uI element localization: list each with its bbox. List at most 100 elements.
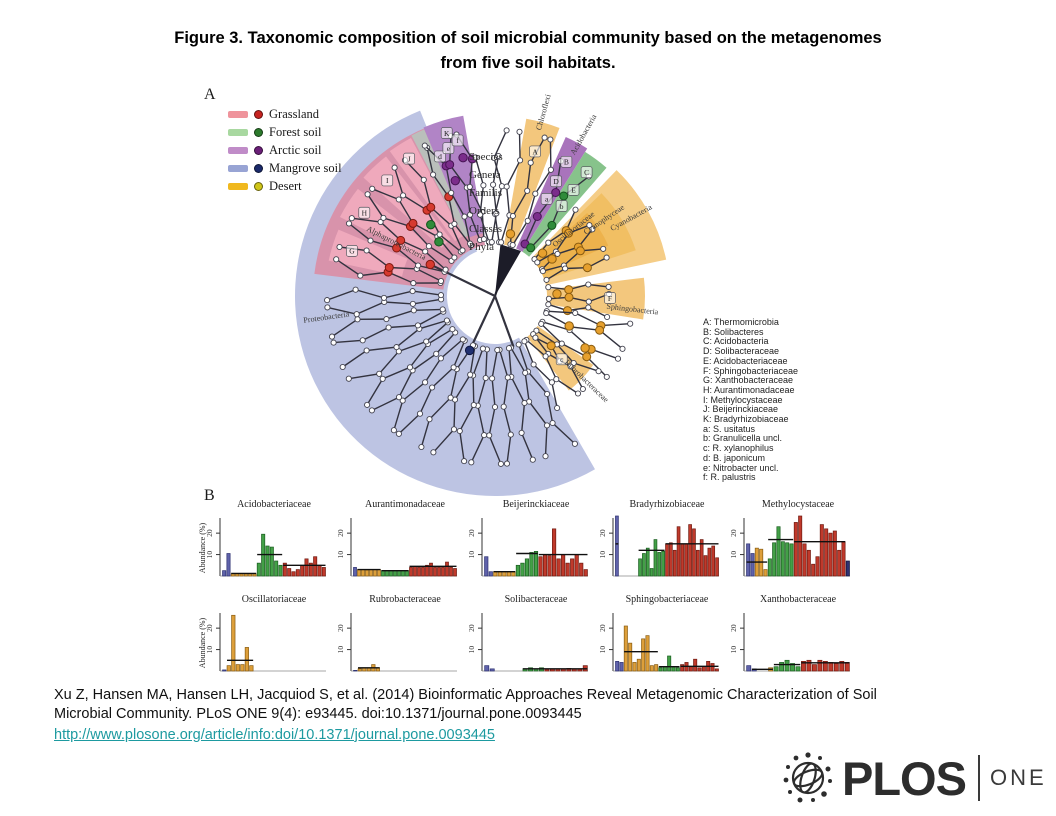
tree-node: [480, 236, 487, 243]
legend-item-mangrove-soil: Mangrove soil: [228, 161, 342, 176]
tree-node: [364, 401, 371, 408]
taxon-letter-D: D: [550, 175, 562, 188]
tree-node: [451, 220, 458, 227]
taxon-letter-b: b: [555, 200, 568, 212]
bar-chart-methylocystaceae: Methylocystaceae 10 20: [729, 499, 850, 577]
bar-chart-bradyrhizobiaceae: Bradyrhizobiaceae 10 20: [598, 499, 719, 577]
tree-node: [518, 429, 525, 436]
tree-node-orange: [575, 246, 585, 256]
bar: [291, 571, 296, 577]
key-entry: B: Solibacteres: [703, 326, 764, 337]
bar: [763, 569, 768, 577]
tree-node: [589, 226, 596, 233]
tree-node: [336, 243, 343, 251]
svg-text:C: C: [584, 168, 589, 177]
rank-label-familis: Familis: [469, 187, 502, 199]
tree-node: [470, 401, 477, 409]
tree-node-green: [526, 243, 536, 253]
legend-dot: [254, 164, 263, 173]
bar: [767, 558, 772, 577]
bar: [484, 665, 490, 672]
bar: [570, 558, 575, 577]
bar: [667, 655, 672, 672]
bar-chart-aurantimonadaceae: Aurantimonadaceae 10 20: [336, 499, 457, 577]
bar: [649, 568, 654, 577]
bar: [488, 571, 493, 577]
tree-node: [585, 298, 592, 305]
bar: [547, 555, 552, 577]
tree-node: [353, 311, 360, 318]
y-tick-label: 10: [729, 646, 738, 654]
taxon-letter-C: C: [580, 166, 593, 179]
bar: [542, 554, 548, 577]
tree-node: [472, 154, 479, 161]
tree-node: [542, 353, 549, 360]
tree-node: [395, 430, 402, 437]
tree-node: [369, 185, 376, 192]
bar: [684, 543, 689, 577]
tree-node: [363, 347, 370, 354]
tree-node: [527, 159, 534, 166]
tree-node-orange: [546, 341, 556, 351]
bar: [802, 543, 807, 577]
tree-node: [422, 379, 429, 386]
bar-chart-rubrobacteraceae: Rubrobacteraceae 10 20: [336, 594, 457, 672]
tree-node: [544, 390, 551, 398]
bar: [413, 566, 417, 577]
bar: [565, 562, 570, 577]
bar: [695, 549, 700, 577]
bar: [675, 667, 680, 672]
tree-node-orange: [564, 285, 574, 295]
citation: Xu Z, Hansen MA, Hansen LH, Jacquiod S, …: [54, 686, 989, 745]
tree-node: [571, 440, 578, 447]
y-tick-label: 10: [729, 551, 738, 559]
citation-link[interactable]: http://www.plosone.org/article/info:doi/…: [54, 726, 495, 743]
bar: [811, 664, 817, 672]
rank-label-orders: Orders: [469, 205, 499, 217]
bar: [817, 659, 823, 672]
bar: [697, 667, 702, 672]
svg-text:e: e: [447, 144, 451, 153]
bar: [815, 556, 820, 577]
bar: [484, 556, 489, 577]
tree-node-orange: [582, 352, 592, 362]
tree-node-purple: [445, 160, 455, 170]
bar: [248, 573, 253, 577]
bar: [806, 549, 811, 577]
tree-wedge-chloroflexi: [504, 118, 560, 248]
tree-node: [461, 213, 468, 220]
tree-node-navy: [464, 345, 475, 356]
bar: [397, 570, 401, 577]
tree-node: [345, 375, 352, 382]
bar: [409, 567, 413, 577]
tree-node: [447, 394, 454, 401]
tree-node: [521, 338, 528, 345]
bar: [252, 573, 257, 577]
tree-node: [509, 212, 516, 220]
panel-b-label: B: [204, 487, 215, 504]
y-tick-label: 20: [336, 529, 345, 537]
bar: [524, 558, 530, 577]
tree-node-orange: [537, 248, 548, 258]
taxon-letter-A: A: [529, 145, 541, 158]
bar: [793, 522, 798, 577]
journal-name-text: ONE: [989, 765, 1047, 790]
figure-title: Figure 3. Taxonomic composition of soil …: [0, 26, 1056, 76]
bar: [672, 549, 677, 577]
tree-node: [437, 277, 445, 285]
key-entry: c: R. xylanophilus: [703, 443, 774, 454]
phylogenetic-tree: GHIJKdefABDaCEbFcProteobacteriaAlphaprot…: [294, 93, 667, 497]
svg-text:K: K: [444, 129, 450, 138]
y-tick-label: 20: [598, 624, 607, 632]
bar: [832, 530, 837, 577]
tree-node: [619, 345, 626, 352]
tree-node: [426, 416, 433, 423]
chart-title: Sphingobacteriaceae: [626, 594, 709, 605]
bar: [632, 662, 637, 672]
key-entry: A: Thermomicrobia: [703, 317, 779, 327]
legend-dot: [254, 182, 263, 191]
tree-node: [554, 250, 561, 257]
tree-node: [539, 268, 546, 275]
tree-node: [498, 239, 505, 246]
bar: [300, 564, 305, 577]
